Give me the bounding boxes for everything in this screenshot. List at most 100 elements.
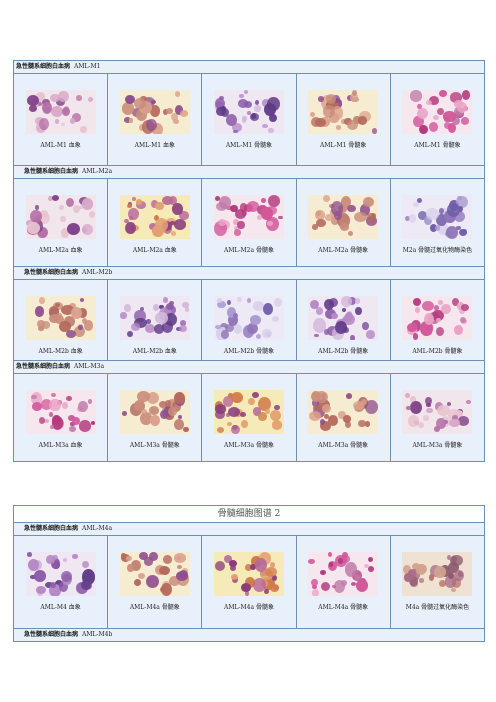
cell-blob xyxy=(229,559,238,567)
cell-blob xyxy=(323,298,335,311)
cell-blob xyxy=(419,578,424,583)
cell-blob xyxy=(50,586,59,596)
bone-marrow-image[interactable] xyxy=(214,552,284,596)
bone-marrow-image[interactable] xyxy=(214,90,284,134)
cell-blob xyxy=(174,419,184,430)
cell-blob xyxy=(72,554,78,559)
cell-blob xyxy=(41,102,52,114)
cell-blob xyxy=(173,118,179,124)
cell-blob xyxy=(435,418,446,429)
bone-marrow-image[interactable] xyxy=(402,296,473,340)
bone-marrow-image[interactable] xyxy=(308,390,379,434)
cell-blob xyxy=(371,128,377,134)
cell-blob xyxy=(466,400,471,405)
blood-smear-image[interactable] xyxy=(119,90,190,134)
section-heading: 急性髓系细胞白血病 xyxy=(24,525,79,532)
image-row: AML-M2a 血象 AML-M2a 血象 AML-M2a 骨髓象 AML-M2… xyxy=(14,179,485,267)
bone-marrow-image[interactable] xyxy=(119,390,190,434)
cell-blob xyxy=(324,329,330,335)
stain-image[interactable] xyxy=(402,552,473,596)
cell-blob xyxy=(177,565,183,570)
cell-blob xyxy=(127,207,139,220)
blood-smear-image[interactable] xyxy=(25,552,96,596)
image-cell: M2a 骨髓过氧化物酶染色 xyxy=(390,179,485,266)
cell-blob xyxy=(127,330,133,337)
cell-blob xyxy=(410,396,416,403)
cell-blob xyxy=(443,111,456,122)
cell-blob xyxy=(457,101,468,113)
cell-blob xyxy=(158,566,170,576)
bone-marrow-image[interactable] xyxy=(308,195,379,239)
cell-blob xyxy=(161,320,174,334)
cell-blob xyxy=(459,317,466,324)
cell-blob xyxy=(456,195,468,208)
image-caption: AML-M2b 血象 xyxy=(38,348,83,355)
image-caption: AML-M2a 骨髓象 xyxy=(224,247,274,254)
cell-blob xyxy=(404,392,410,399)
cell-blob xyxy=(78,420,92,432)
blood-smear-image[interactable] xyxy=(25,296,96,340)
blood-smear-image[interactable] xyxy=(119,296,190,340)
cell-blob xyxy=(247,322,258,334)
image-caption: AML-M3a 骨髓象 xyxy=(224,442,274,449)
cell-blob xyxy=(451,297,460,307)
cell-blob xyxy=(261,206,273,221)
cell-blob xyxy=(244,90,249,95)
cell-blob xyxy=(328,562,334,567)
cell-blob xyxy=(73,325,86,338)
cell-blob xyxy=(152,303,160,312)
bone-marrow-image[interactable] xyxy=(214,195,284,239)
cell-blob xyxy=(416,564,426,575)
bone-marrow-image[interactable] xyxy=(308,90,379,134)
cell-blob xyxy=(354,211,368,223)
cell-blob xyxy=(44,419,49,424)
blood-smear-image[interactable] xyxy=(25,390,96,434)
cell-blob xyxy=(247,397,255,406)
bone-marrow-image[interactable] xyxy=(214,390,284,434)
cell-blob xyxy=(255,99,260,105)
cell-blob xyxy=(234,229,241,236)
cell-blob xyxy=(461,90,471,101)
bone-marrow-image[interactable] xyxy=(214,296,284,340)
cell-blob xyxy=(27,94,40,106)
bone-marrow-image[interactable] xyxy=(308,296,379,340)
cell-blob xyxy=(227,300,232,305)
cell-blob xyxy=(130,323,141,331)
image-cell: AML-M4 血象 xyxy=(14,536,109,628)
bone-marrow-image[interactable] xyxy=(402,390,473,434)
bone-marrow-image[interactable] xyxy=(119,552,190,596)
cell-blob xyxy=(331,584,337,589)
cell-blob xyxy=(264,103,277,117)
cell-blob xyxy=(351,582,356,587)
cell-blob xyxy=(140,412,152,426)
bone-marrow-image[interactable] xyxy=(308,552,379,596)
cell-blob xyxy=(422,415,429,421)
image-caption: AML-M2b 骨髓象 xyxy=(318,348,369,355)
image-caption: AML-M4a 骨髓象 xyxy=(318,604,369,611)
stain-image[interactable] xyxy=(402,195,473,239)
image-cell: AML-M2b 骨髓象 xyxy=(390,280,485,360)
blood-smear-image[interactable] xyxy=(25,90,96,134)
cell-blob xyxy=(428,574,435,581)
cell-blob xyxy=(353,115,362,125)
cell-blob xyxy=(447,123,456,133)
cell-blob xyxy=(366,330,375,340)
bone-marrow-image[interactable] xyxy=(402,90,473,134)
blood-smear-image[interactable] xyxy=(119,195,190,239)
cell-blob xyxy=(226,412,231,418)
cell-blob xyxy=(409,90,423,102)
section-title: 急性髓系细胞白血病 AML-M2a xyxy=(14,166,484,179)
cell-blob xyxy=(120,554,130,562)
blood-smear-image[interactable] xyxy=(25,195,96,239)
cell-blob xyxy=(169,575,180,586)
cell-blob xyxy=(434,566,447,578)
cell-blob xyxy=(242,117,247,123)
image-caption: AML-M2b 骨髓象 xyxy=(223,348,275,355)
cell-blob xyxy=(60,228,70,238)
cell-blob xyxy=(26,552,33,558)
cell-blob xyxy=(408,214,417,224)
cell-blob xyxy=(52,555,58,561)
cell-blob xyxy=(418,211,427,221)
cell-blob xyxy=(449,92,463,103)
image-caption: AML-M3a 骨髓象 xyxy=(129,442,180,449)
